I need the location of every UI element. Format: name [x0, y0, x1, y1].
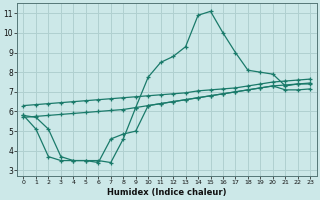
X-axis label: Humidex (Indice chaleur): Humidex (Indice chaleur) [107, 188, 227, 197]
